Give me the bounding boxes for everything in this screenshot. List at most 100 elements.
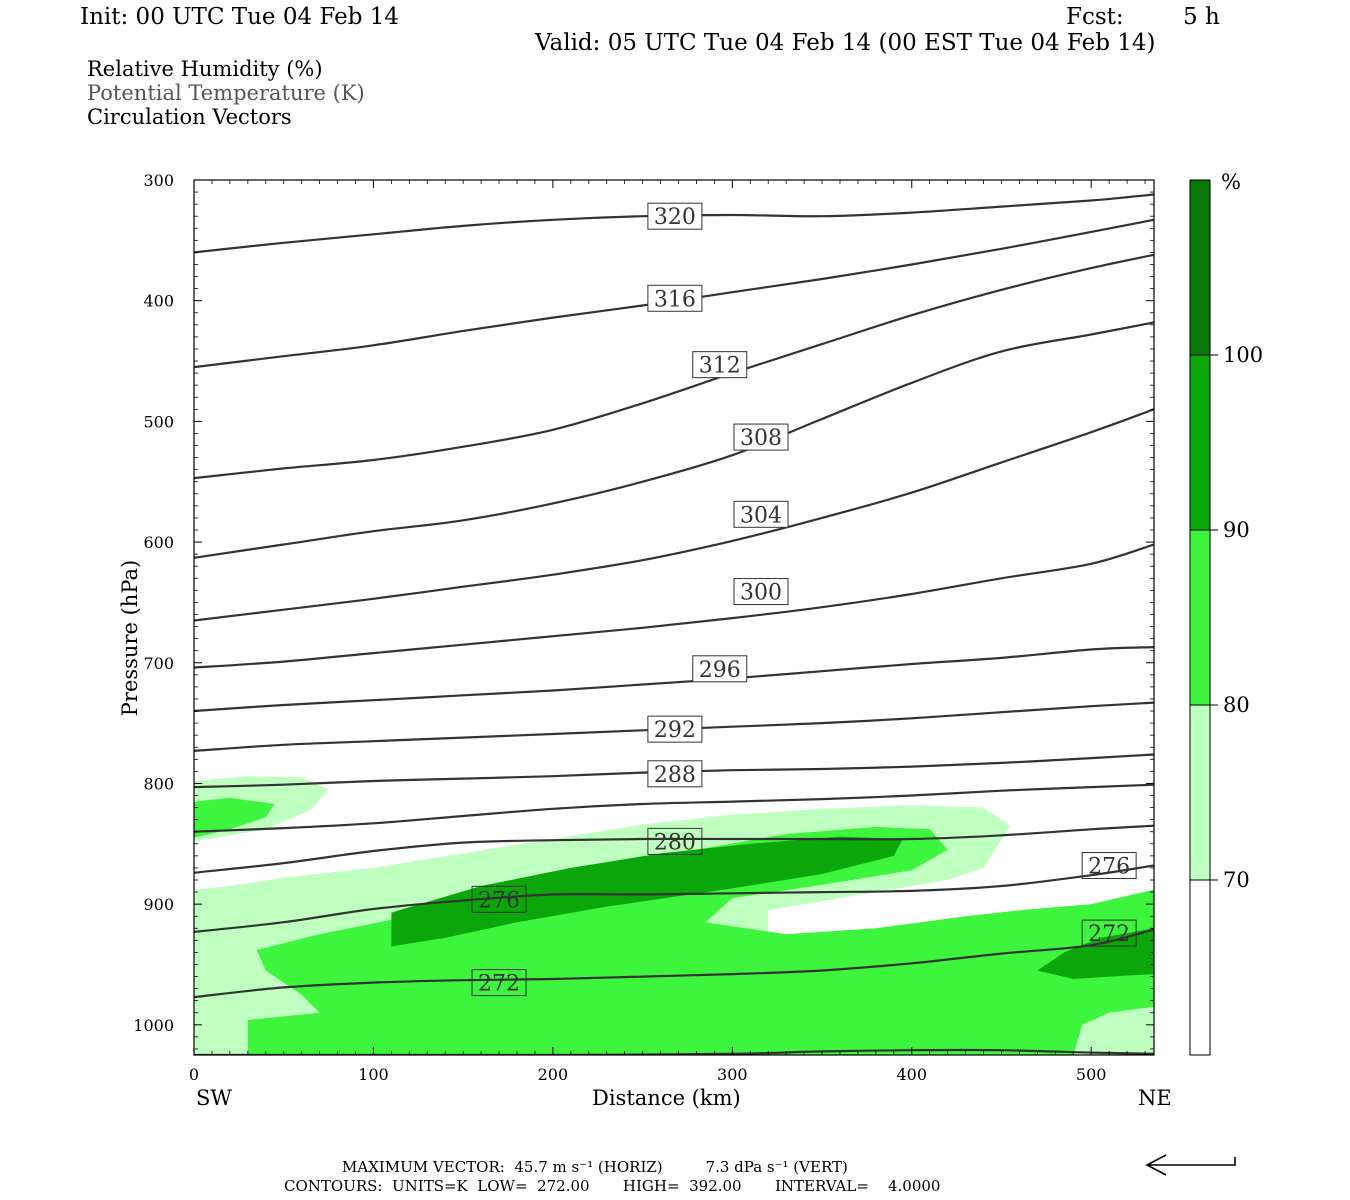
- y-axis-title: Pressure (hPa): [118, 559, 142, 717]
- contour-label-box: [692, 351, 748, 379]
- x-axis-title: Distance (km): [592, 1086, 741, 1110]
- theta-contour-line: [194, 646, 1154, 713]
- contour-label-box: [647, 827, 703, 855]
- contour-label-box: [647, 760, 703, 788]
- x-tick-label: 500: [1076, 1065, 1107, 1084]
- y-tick-label: 1000: [133, 1016, 174, 1035]
- contour-label-text: 292: [654, 718, 696, 743]
- reference-vector: [1145, 1154, 1236, 1176]
- contour-label-box: [647, 715, 703, 743]
- contour-label-text: 296: [699, 658, 741, 683]
- colorbar-label: 90: [1223, 518, 1250, 542]
- theta-contour-line: [194, 824, 1154, 874]
- theta-contour-line: [194, 1048, 1154, 1055]
- contour-label-text: 276: [1088, 855, 1130, 880]
- reference-vector-arrow: [1145, 1154, 1236, 1176]
- colorbar: 70 80 90 100%: [1189, 170, 1263, 1056]
- contour-label-box: [471, 969, 527, 997]
- x-tick-label: 400: [896, 1065, 927, 1084]
- rh-80-90-top-left: [194, 797, 275, 838]
- theta-contour-label: 272: [1081, 919, 1137, 947]
- contour-label-text: 312: [699, 354, 741, 379]
- contour-label-text: 288: [654, 763, 696, 788]
- contour-label-text: 272: [1088, 922, 1130, 947]
- theta-contour-line: [194, 783, 1154, 833]
- contour-label-box: [1081, 852, 1137, 880]
- theta-contour-label: 288: [647, 760, 703, 788]
- theta-contour-line: [194, 408, 1154, 622]
- legend-potential-temperature: Potential Temperature (K): [87, 81, 365, 105]
- colorbar-label: 70: [1223, 868, 1250, 892]
- legend-circulation-vectors: Circulation Vectors: [87, 105, 292, 129]
- theta-contour-line: [194, 928, 1154, 999]
- maximum-vector-note: MAXIMUM VECTOR: 45.7 m s⁻¹ (HORIZ) 7.3 d…: [342, 1158, 848, 1176]
- x-axis-left-end: SW: [196, 1086, 232, 1110]
- colorbar-label: 80: [1223, 693, 1250, 717]
- theta-contour-line: [194, 864, 1154, 933]
- theta-contours: [194, 193, 1154, 1055]
- contour-label-box: [471, 885, 527, 913]
- y-tick-label: 600: [143, 533, 174, 552]
- contour-label-box: [647, 284, 703, 312]
- y-tick-label: 900: [143, 895, 174, 914]
- theta-contour-line: [194, 543, 1154, 669]
- plot-frame: [193, 179, 1155, 1056]
- rh-90-100-right: [1037, 928, 1154, 979]
- axes: 300 400 500 600 700 800 900 1000 0 100 200 300 400 50…: [133, 171, 1154, 1084]
- theta-contour-label: 276: [1081, 852, 1137, 880]
- x-tick-label: 200: [538, 1065, 569, 1084]
- contour-label-text: 300: [740, 581, 782, 606]
- contour-label-text: 272: [478, 972, 520, 997]
- theta-contour-label: 296: [692, 655, 748, 683]
- contour-labels: 320 316 312 308 304 300 296 292 288 280 276 276 272 2…: [471, 202, 1137, 997]
- theta-contour-label: 276: [471, 885, 527, 913]
- colorbar-segment: [1190, 355, 1210, 530]
- x-tick-label: 0: [189, 1065, 199, 1084]
- contour-label-text: 316: [654, 287, 696, 312]
- forecast-hour: 5 h: [1183, 4, 1220, 30]
- theta-contour-label: 300: [733, 578, 789, 606]
- colorbar-segment: [1190, 705, 1210, 880]
- theta-contour-line: [194, 321, 1154, 559]
- x-tick-label: 100: [358, 1065, 389, 1084]
- x-axis-right-end: NE: [1138, 1086, 1172, 1110]
- theta-contour-label: 308: [733, 423, 789, 451]
- theta-contour-line: [194, 253, 1154, 480]
- theta-contour-label: 320: [647, 202, 703, 230]
- contour-label-box: [733, 423, 789, 451]
- colorbar-unit: %: [1221, 170, 1241, 194]
- contour-label-text: 308: [740, 426, 782, 451]
- contour-label-box: [733, 500, 789, 528]
- y-tick-label: 300: [143, 171, 174, 190]
- contour-label-text: 280: [654, 830, 696, 855]
- contour-label-text: 320: [654, 205, 696, 230]
- colorbar-segment: [1190, 880, 1210, 1055]
- y-tick-label: 500: [143, 412, 174, 431]
- contour-label-text: 276: [478, 888, 520, 913]
- contour-info-note: CONTOURS: UNITS=K LOW= 272.00 HIGH= 392.…: [284, 1177, 941, 1195]
- y-tick-label: 700: [143, 654, 174, 673]
- theta-contour-label: 316: [647, 284, 703, 312]
- contour-label-box: [733, 578, 789, 606]
- theta-contour-label: 312: [692, 351, 748, 379]
- colorbar-frame: [1189, 179, 1211, 1056]
- x-tick-label: 300: [717, 1065, 748, 1084]
- y-tick-label: 400: [143, 292, 174, 311]
- valid-time: Valid: 05 UTC Tue 04 Feb 14 (00 EST Tue …: [535, 30, 1156, 56]
- y-tick-label: 800: [143, 774, 174, 793]
- rh-90-100-core: [391, 836, 903, 947]
- contour-label-box: [692, 655, 748, 683]
- colorbar-segment: [1190, 530, 1210, 705]
- legend-relative-humidity: Relative Humidity (%): [87, 57, 323, 81]
- relative-humidity-fill: [194, 776, 1154, 1055]
- theta-contour-label: 292: [647, 715, 703, 743]
- rh-80-90-region: [247, 826, 1154, 1055]
- theta-contour-label: 304: [733, 500, 789, 528]
- forecast-label: Fcst:: [1066, 4, 1124, 30]
- colorbar-label: 100: [1223, 343, 1263, 367]
- init-time: Init: 00 UTC Tue 04 Feb 14: [80, 4, 400, 30]
- contour-label-box: [1081, 919, 1137, 947]
- contour-label-box: [647, 202, 703, 230]
- theta-contour-label: 272: [471, 969, 527, 997]
